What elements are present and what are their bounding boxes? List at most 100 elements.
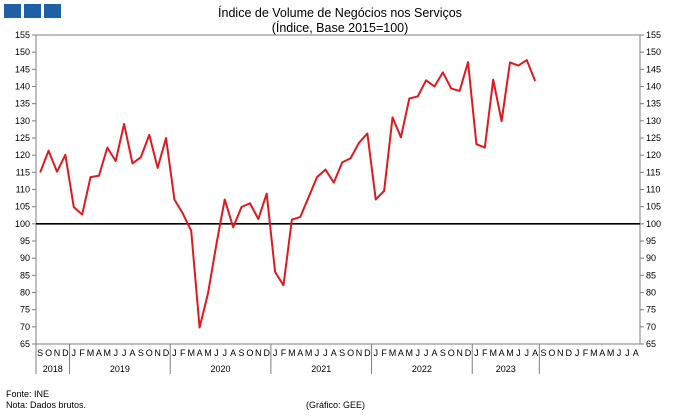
x-tick-label-month: N — [456, 348, 463, 358]
y-tick-label-left: 100 — [15, 219, 30, 229]
x-tick-label-month: A — [499, 348, 505, 358]
chart-subtitle: (Índice, Base 2015=100) — [271, 21, 409, 35]
x-tick-label-month: D — [62, 348, 69, 358]
y-tick-label-right: 80 — [646, 288, 656, 298]
x-tick-label-month: A — [599, 348, 605, 358]
y-tick-label-right: 110 — [646, 185, 660, 195]
x-tick-label-month: M — [104, 348, 112, 358]
y-tick-label-right: 145 — [646, 64, 661, 74]
x-tick-label-month: S — [138, 348, 144, 358]
x-tick-label-year: 2022 — [412, 364, 432, 374]
chart-title: Índice de Volume de Negócios nos Serviço… — [218, 6, 462, 20]
x-tick-label-month: A — [197, 348, 203, 358]
plot-area — [35, 34, 641, 345]
y-tick-label-left: 95 — [20, 236, 30, 246]
x-tick-label-month: A — [96, 348, 102, 358]
y-tick-label-left: 85 — [20, 270, 30, 280]
y-tick-label-left: 70 — [20, 322, 30, 332]
x-tick-label-month: J — [122, 348, 127, 358]
y-tick-label-right: 105 — [646, 202, 661, 212]
x-tick-label-year: 2023 — [496, 364, 516, 374]
y-tick-label-left: 140 — [15, 82, 30, 92]
y-tick-label-right: 155 — [646, 30, 661, 40]
y-tick-label-right: 70 — [646, 322, 656, 332]
x-tick-label-year: 2020 — [211, 364, 231, 374]
footer-note: Nota: Dados brutos. — [6, 400, 87, 410]
y-tick-label-left: 105 — [15, 202, 30, 212]
x-tick-label-month: N — [557, 348, 564, 358]
x-tick-label-month: N — [154, 348, 161, 358]
x-tick-label-month: J — [575, 348, 580, 358]
x-tick-label-month: F — [482, 348, 488, 358]
x-tick-label-month: N — [54, 348, 61, 358]
y-tick-label-left: 150 — [15, 47, 30, 57]
logo-block-1 — [4, 4, 21, 18]
x-tick-label-month: F — [79, 348, 85, 358]
x-tick-label-month: J — [525, 348, 530, 358]
x-tick-label-month: O — [45, 348, 52, 358]
x-tick-label-month: D — [465, 348, 472, 358]
x-tick-label-month: F — [583, 348, 589, 358]
x-tick-label-month: F — [180, 348, 186, 358]
x-tick-label-month: O — [548, 348, 555, 358]
y-tick-label-right: 95 — [646, 236, 656, 246]
y-tick-label-right: 135 — [646, 99, 661, 109]
x-tick-label-month: M — [590, 348, 598, 358]
x-tick-label-month: J — [625, 348, 630, 358]
x-tick-label-year: 2018 — [43, 364, 63, 374]
x-tick-label-month: J — [516, 348, 521, 358]
y-tick-label-right: 85 — [646, 270, 656, 280]
x-tick-label-month: S — [37, 348, 43, 358]
x-tick-label-month: J — [223, 348, 228, 358]
x-tick-label-month: O — [448, 348, 455, 358]
x-tick-label-month: A — [431, 348, 437, 358]
x-tick-label-month: A — [297, 348, 303, 358]
x-tick-label-month: D — [263, 348, 270, 358]
y-tick-label-right: 75 — [646, 305, 656, 315]
y-tick-label-left: 135 — [15, 99, 30, 109]
x-tick-label-month: A — [398, 348, 404, 358]
x-tick-label-month: J — [374, 348, 379, 358]
x-tick-label-month: N — [255, 348, 262, 358]
y-tick-label-right: 130 — [646, 116, 661, 126]
x-tick-label-month: M — [506, 348, 514, 358]
x-tick-label-year: 2019 — [110, 364, 130, 374]
x-tick-label-month: J — [273, 348, 278, 358]
x-tick-label-month: J — [315, 348, 320, 358]
y-tick-label-left: 90 — [20, 253, 30, 263]
x-tick-label-month: M — [406, 348, 414, 358]
x-tick-label-month: M — [389, 348, 397, 358]
footer-credit: (Gráfico: GEE) — [306, 400, 366, 410]
x-tick-label-month: J — [72, 348, 77, 358]
y-tick-label-left: 155 — [15, 30, 30, 40]
x-tick-label-month: S — [440, 348, 446, 358]
x-tick-label-month: J — [424, 348, 429, 358]
x-tick-label-month: A — [331, 348, 337, 358]
y-tick-label-right: 90 — [646, 253, 656, 263]
x-tick-label-month: M — [607, 348, 615, 358]
y-tick-label-left: 80 — [20, 288, 30, 298]
x-tick-label-month: O — [347, 348, 354, 358]
y-tick-label-right: 140 — [646, 82, 661, 92]
y-tick-label-right: 65 — [646, 339, 656, 349]
y-tick-label-right: 115 — [646, 167, 660, 177]
x-tick-label-month: J — [323, 348, 328, 358]
y-tick-label-left: 110 — [16, 185, 30, 195]
x-tick-label-month: J — [415, 348, 420, 358]
x-tick-label-month: M — [187, 348, 195, 358]
series-line — [39, 59, 537, 329]
x-tick-label-month: J — [172, 348, 177, 358]
x-tick-label-month: J — [474, 348, 479, 358]
x-tick-label-month: M — [204, 348, 212, 358]
x-tick-label-month: D — [565, 348, 572, 358]
x-tick-label-month: D — [364, 348, 371, 358]
y-tick-label-left: 65 — [20, 339, 30, 349]
y-tick-label-left: 120 — [15, 150, 30, 160]
logo-block-3 — [44, 4, 61, 18]
y-tick-label-left: 130 — [15, 116, 30, 126]
x-tick-label-month: S — [239, 348, 245, 358]
x-tick-label-month: O — [146, 348, 153, 358]
x-tick-label-month: A — [230, 348, 236, 358]
y-tick-label-right: 100 — [646, 219, 661, 229]
